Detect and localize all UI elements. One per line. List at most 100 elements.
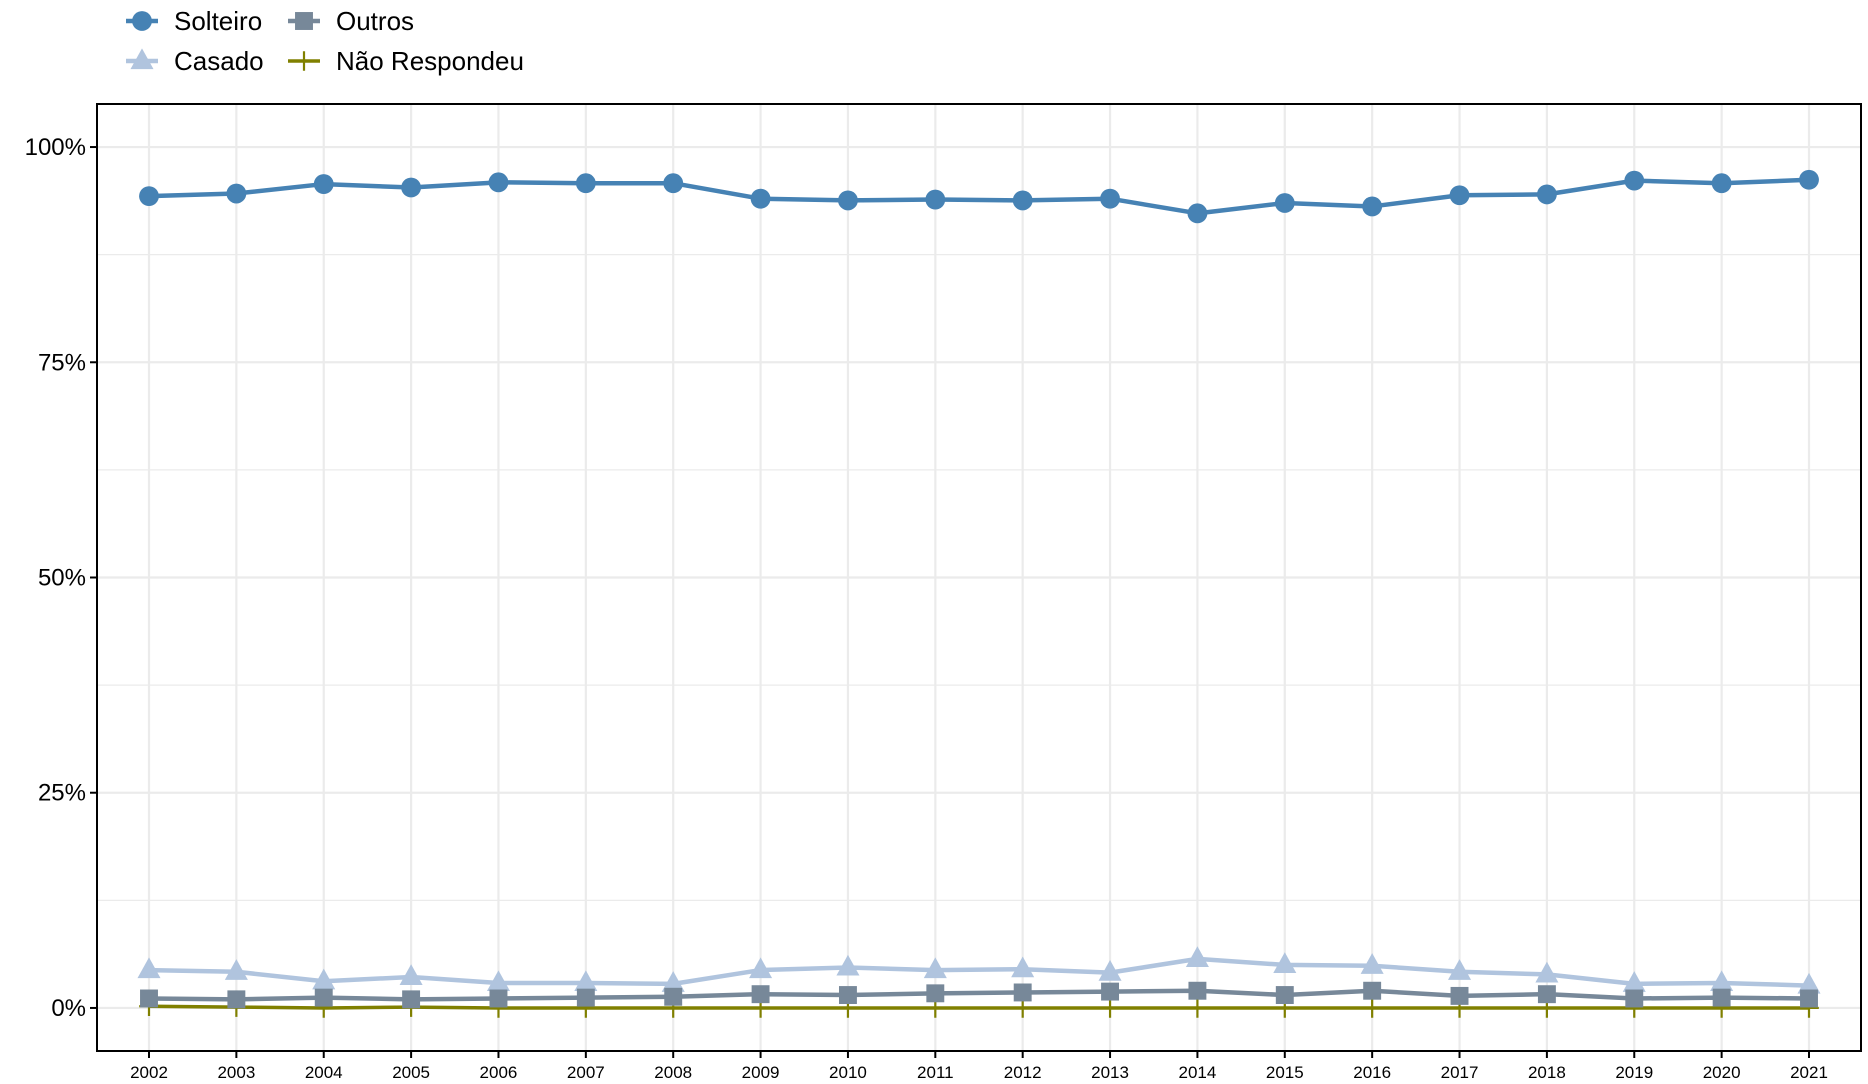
- data-point-nao-respondeu: [1012, 998, 1033, 1018]
- data-point-casado: [1710, 970, 1734, 992]
- data-point-outros: [1800, 989, 1818, 1008]
- legend-key-marker: [295, 12, 313, 30]
- data-point-solteiro: [1711, 173, 1732, 194]
- y-tick-label: 25%: [38, 780, 86, 807]
- legend-label: Casado: [174, 46, 264, 76]
- data-point-casado: [1273, 952, 1297, 973]
- data-point-casado: [1622, 971, 1646, 992]
- data-point-solteiro: [575, 173, 596, 194]
- data-point-solteiro: [1187, 203, 1208, 224]
- legend-label: Solteiro: [174, 6, 262, 36]
- x-tick-label: 2009: [742, 1063, 780, 1082]
- data-point-casado: [1535, 961, 1559, 983]
- legend-item-solteiro: Solteiro: [126, 6, 262, 36]
- x-tick-label: 2011: [917, 1063, 954, 1082]
- y-axis: 0% 25% 50% 75% 100%: [25, 134, 97, 1022]
- data-point-outros: [140, 989, 158, 1008]
- x-tick-label: 2019: [1615, 1063, 1653, 1082]
- x-axis: 2002 2003 2004 2005 2006 2007 2008 2009 2010 2011…: [130, 1051, 1828, 1082]
- data-point-casado: [749, 957, 773, 979]
- legend-key-marker: [294, 51, 314, 71]
- data-point-casado: [1448, 959, 1472, 980]
- data-point-solteiro: [488, 172, 509, 193]
- y-tick-label: 75%: [38, 349, 86, 376]
- data-point-nao-respondeu: [1100, 998, 1120, 1018]
- data-point-outros: [1013, 983, 1032, 1002]
- legend-label: Outros: [336, 6, 414, 36]
- data-point-outros: [576, 988, 595, 1007]
- x-tick-label: 2002: [130, 1063, 168, 1082]
- data-point-solteiro: [1799, 169, 1819, 190]
- x-tick-label: 2015: [1266, 1063, 1304, 1082]
- legend-item-nao-respondeu: Não Respondeu: [288, 46, 524, 76]
- data-point-outros: [838, 986, 857, 1005]
- data-point-solteiro: [663, 173, 684, 194]
- x-tick-label: 2004: [305, 1063, 343, 1082]
- data-point-casado: [399, 964, 423, 986]
- x-tick-label: 2018: [1528, 1063, 1566, 1082]
- x-tick-label: 2003: [217, 1063, 255, 1082]
- x-tick-label: 2017: [1441, 1063, 1479, 1082]
- data-point-solteiro: [838, 190, 858, 211]
- data-point-outros: [489, 989, 508, 1008]
- series-layer: [137, 169, 1821, 1018]
- data-point-casado: [836, 954, 860, 976]
- data-point-casado: [1011, 956, 1035, 978]
- data-point-outros: [1712, 988, 1731, 1007]
- x-tick-label: 2012: [1004, 1063, 1042, 1082]
- data-point-outros: [1188, 981, 1207, 1000]
- data-point-outros: [1537, 985, 1556, 1004]
- data-point-casado: [312, 968, 336, 990]
- data-point-outros: [1101, 982, 1120, 1001]
- data-point-casado: [1797, 972, 1821, 994]
- data-point-solteiro: [1274, 193, 1295, 213]
- legend-key-marker: [132, 11, 152, 31]
- data-point-nao-respondeu: [1362, 998, 1382, 1018]
- data-point-solteiro: [226, 183, 247, 204]
- data-point-casado: [1098, 959, 1122, 981]
- legend-item-outros: Outros: [288, 6, 414, 36]
- data-point-outros: [926, 984, 945, 1003]
- series-casado: [137, 946, 1821, 994]
- y-tick-label: 50%: [38, 565, 86, 592]
- x-tick-label: 2016: [1353, 1063, 1391, 1082]
- data-point-outros: [1275, 986, 1294, 1005]
- y-tick-label: 0%: [51, 995, 86, 1022]
- x-tick-label: 2007: [567, 1063, 605, 1082]
- data-point-solteiro: [1012, 190, 1033, 211]
- x-tick-label: 2013: [1091, 1063, 1129, 1082]
- data-point-outros: [402, 990, 421, 1009]
- data-point-solteiro: [139, 186, 159, 207]
- data-point-solteiro: [1449, 185, 1470, 206]
- x-tick-label: 2008: [654, 1063, 692, 1082]
- x-tick-label: 2005: [392, 1063, 430, 1082]
- data-point-solteiro: [1100, 188, 1120, 209]
- x-tick-label: 2021: [1790, 1063, 1828, 1082]
- data-point-outros: [227, 990, 246, 1009]
- data-point-outros: [314, 988, 333, 1007]
- data-point-outros: [1363, 981, 1382, 1000]
- x-tick-label: 2014: [1179, 1063, 1217, 1082]
- data-point-nao-respondeu: [1187, 998, 1208, 1018]
- series-line-solteiro: [148, 177, 1810, 216]
- data-point-casado: [486, 970, 510, 992]
- data-point-casado: [137, 957, 161, 979]
- series-line-casado: [148, 956, 1810, 988]
- data-point-solteiro: [925, 189, 946, 210]
- data-point-outros: [664, 987, 683, 1006]
- data-point-solteiro: [1536, 184, 1557, 205]
- data-point-outros: [751, 985, 770, 1004]
- data-point-casado: [923, 957, 947, 979]
- series-outros: [140, 981, 1818, 1009]
- data-point-casado: [224, 959, 248, 980]
- data-point-outros: [1625, 989, 1644, 1008]
- data-point-solteiro: [1624, 170, 1645, 191]
- data-point-casado: [574, 970, 598, 992]
- data-point-casado: [1185, 946, 1209, 967]
- legend: Solteiro Outros Casado Não Respondeu: [126, 6, 524, 76]
- series-line-outros: [148, 988, 1810, 1002]
- series-line-nao-respondeu: [148, 1004, 1809, 1010]
- data-point-casado: [1360, 953, 1384, 974]
- y-tick-label: 100%: [25, 134, 86, 161]
